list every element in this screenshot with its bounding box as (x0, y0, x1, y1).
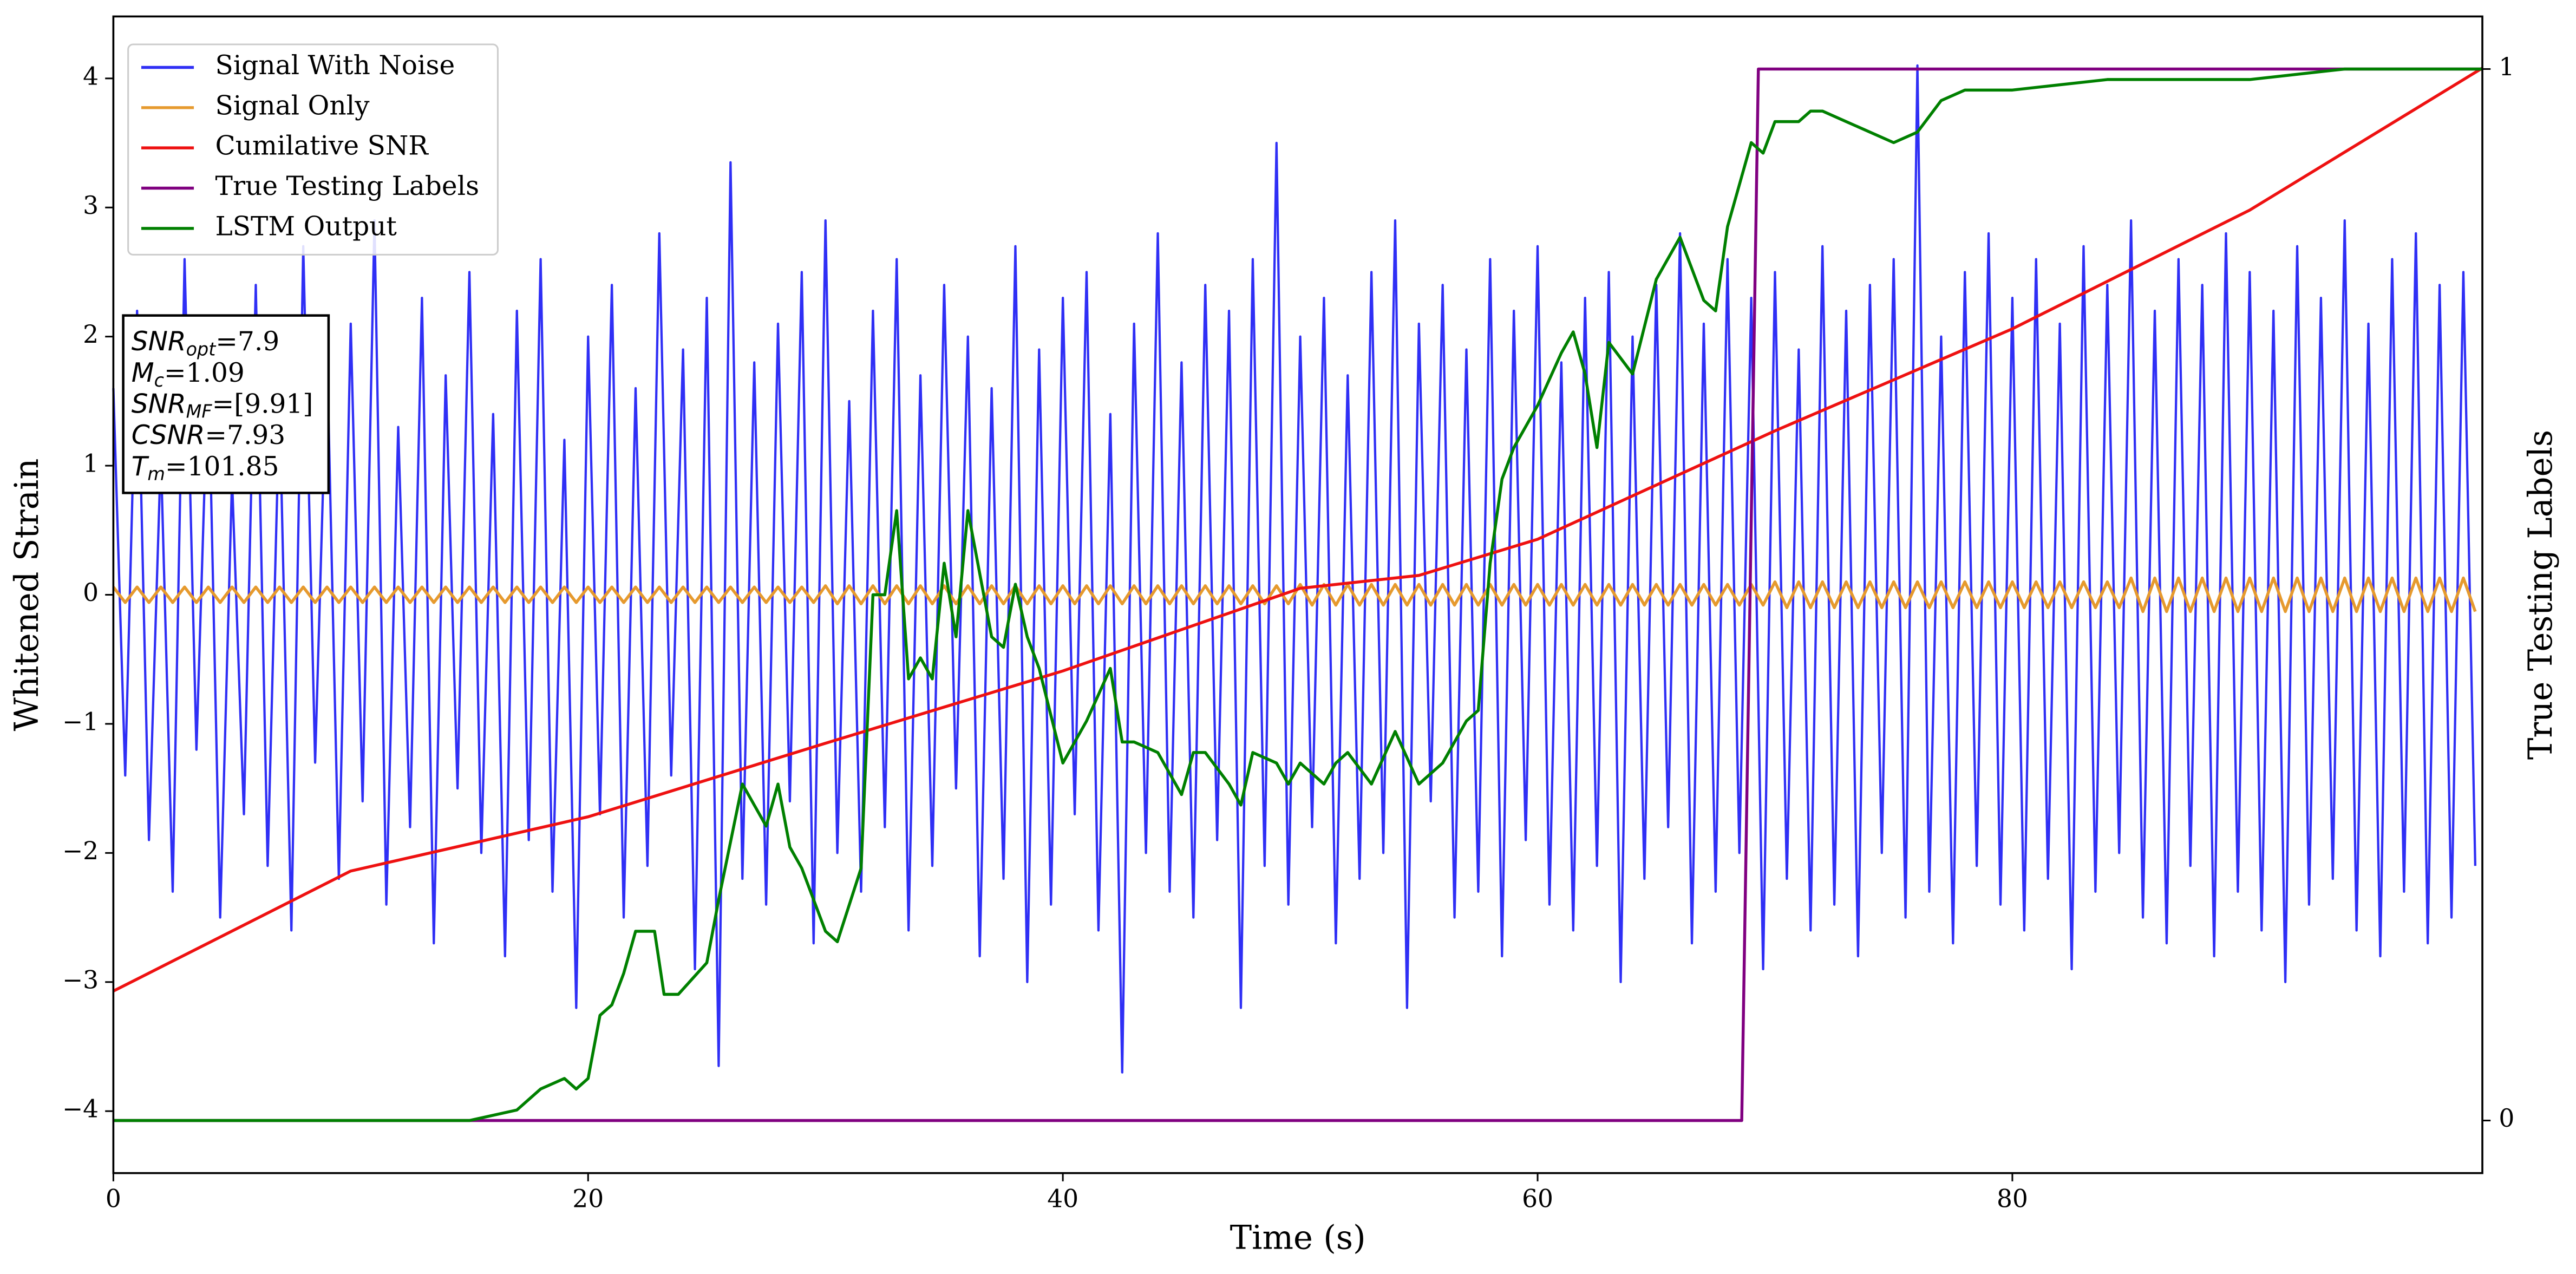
annotation-value: =7.93 (205, 420, 285, 450)
annotation-line: SNRopt=7.9 (132, 326, 279, 360)
x-axis-label: Time (s) (1230, 1219, 1366, 1257)
annotation-subscript: opt (186, 338, 217, 360)
annotation: SNRopt=7.9Mc=1.09SNRMF=[9.91]CSNR=7.93Tm… (122, 314, 330, 494)
x-tick-label: 80 (1997, 1185, 2028, 1213)
y-tick-label: −3 (62, 965, 99, 994)
x-tick-label: 60 (1522, 1185, 1553, 1213)
annotation-value: =101.85 (165, 451, 279, 481)
legend-label: Signal With Noise (215, 50, 455, 81)
series-line (112, 64, 2477, 1074)
annotation-subscript: m (147, 463, 165, 485)
y-tick-label: 0 (83, 578, 99, 607)
legend-label: LSTM Output (215, 211, 397, 241)
annotation-line: SNRMF=[9.91] (132, 389, 313, 422)
series-line (113, 67, 2483, 1122)
annotation-subscript: c (154, 370, 164, 391)
y-tick-label: 2 (83, 320, 99, 349)
y-tick-label: −2 (62, 837, 99, 865)
annotation-line: Mc=1.09 (132, 357, 245, 390)
annotation-symbol: CSNR (132, 420, 205, 450)
y2-tick-label: 1 (2499, 53, 2514, 81)
annotation-value: =[9.91] (212, 389, 313, 419)
legend: Signal With Noise Signal Only Cumilative S… (127, 43, 499, 256)
legend-box (127, 43, 499, 256)
annotation-symbol: M (132, 358, 154, 388)
y-tick-label: 3 (83, 191, 99, 220)
annotation-line: Tm=101.85 (132, 451, 279, 484)
series-line (113, 67, 2483, 1122)
annotation-symbol: T (132, 452, 149, 482)
annotation-value: =7.9 (215, 326, 279, 357)
x-tick-label: 0 (106, 1185, 121, 1213)
annotation-symbol: SNR (132, 326, 186, 357)
legend-label: Cumilative SNR (215, 131, 429, 161)
annotation-box (122, 314, 330, 494)
y-tick-label: 1 (83, 449, 99, 478)
x-tick-label: 20 (572, 1185, 604, 1213)
annotation-subscript: MF (186, 401, 213, 422)
y-tick-label: −1 (62, 707, 99, 736)
annotation-line: CSNR=7.93 (132, 420, 285, 451)
series-line (113, 67, 2483, 992)
y2-axis-label: True Testing Labels (2522, 430, 2560, 760)
y-tick-label: −4 (62, 1095, 99, 1123)
y-tick-label: 4 (83, 62, 99, 90)
legend-label: True Testing Labels (215, 171, 480, 201)
y-axis-label: Whitened Strain (8, 459, 46, 731)
y2-tick-label: 0 (2499, 1104, 2514, 1133)
legend-label: Signal Only (215, 90, 370, 121)
x-tick-label: 40 (1047, 1185, 1078, 1213)
annotation-value: =1.09 (164, 357, 245, 388)
series-line (112, 576, 2477, 613)
plot-area (112, 64, 2483, 1122)
annotation-symbol: SNR (132, 389, 186, 420)
